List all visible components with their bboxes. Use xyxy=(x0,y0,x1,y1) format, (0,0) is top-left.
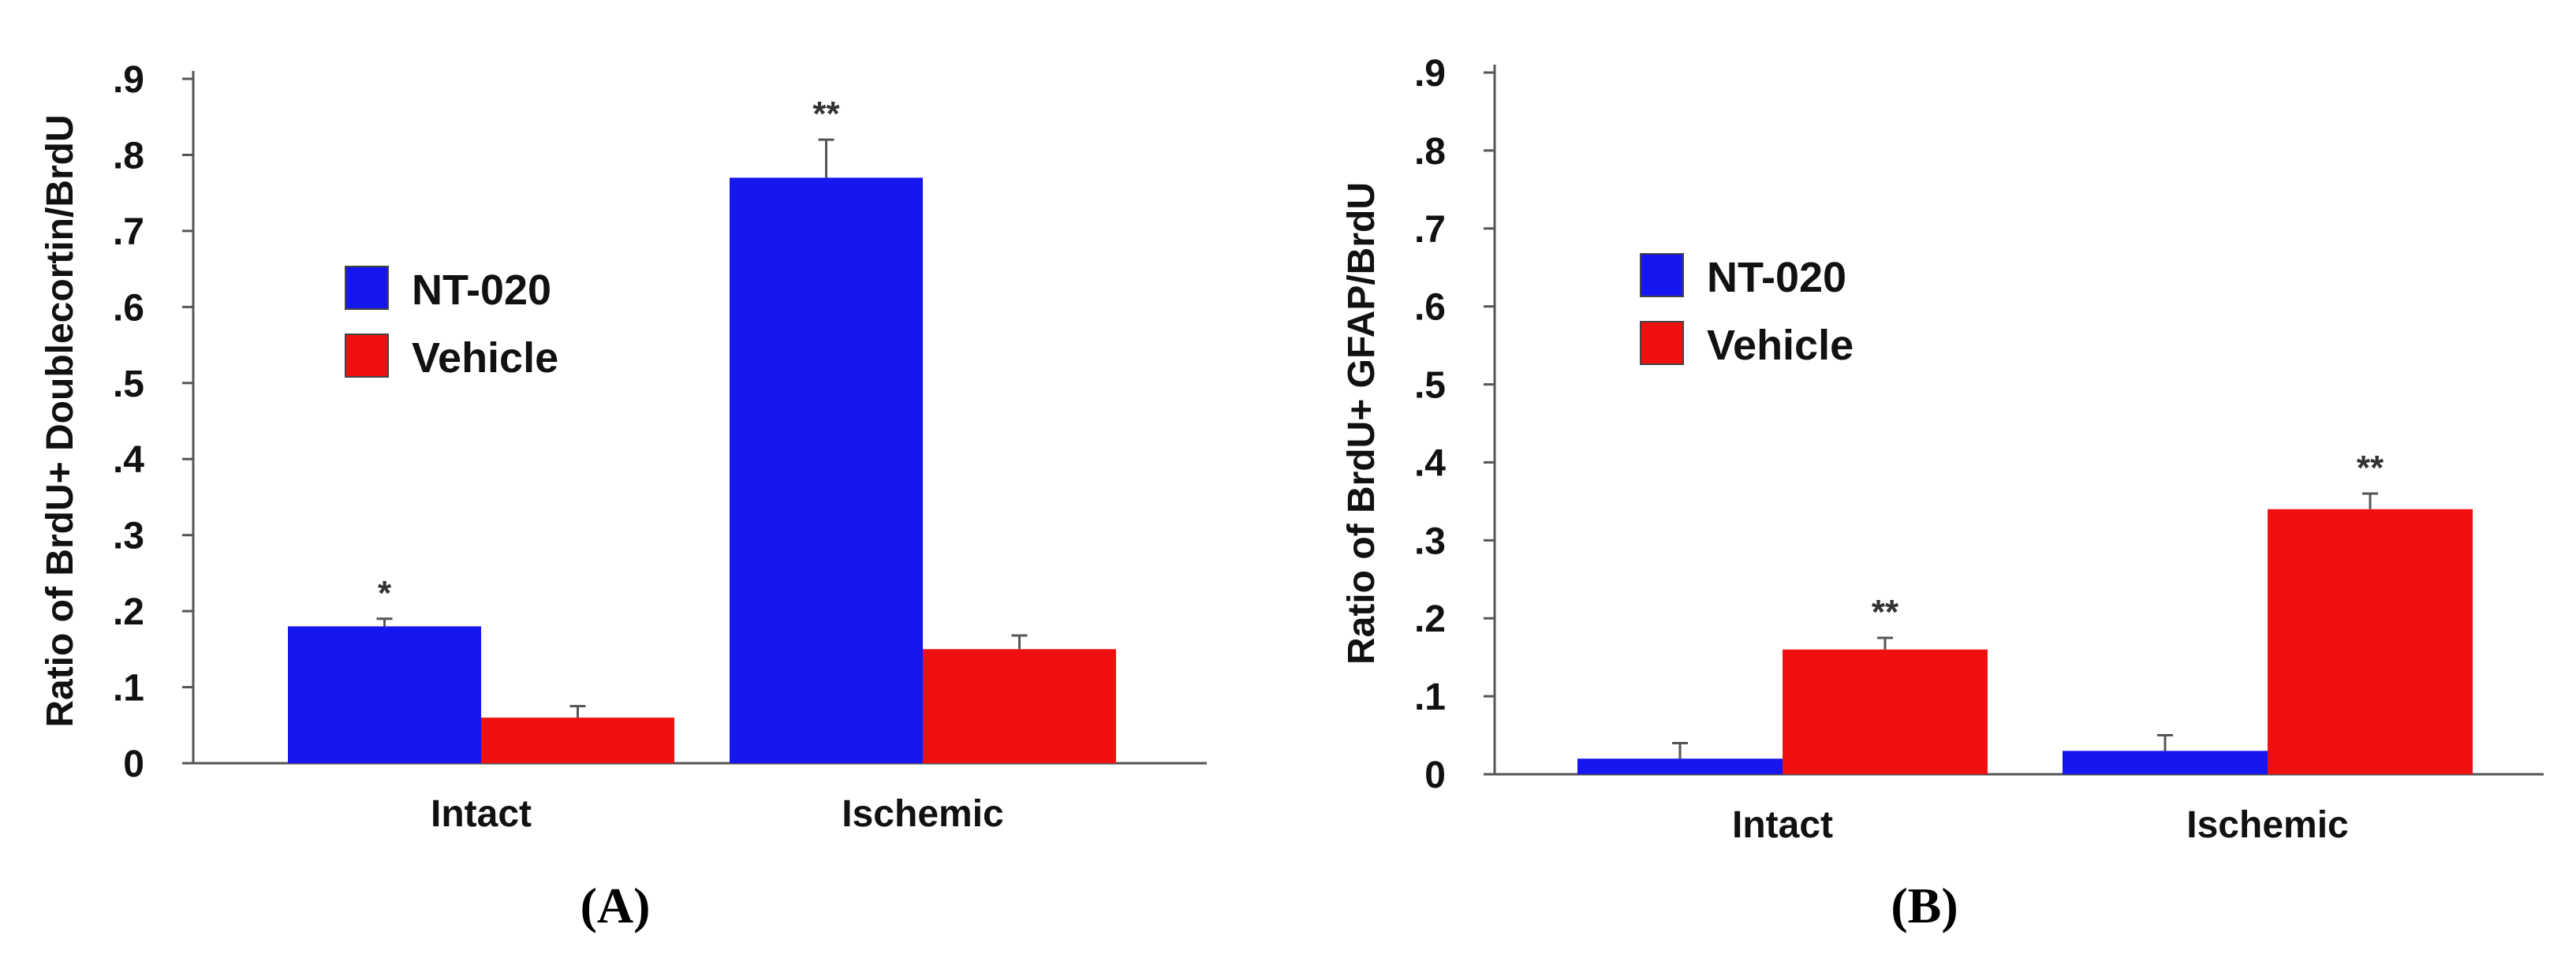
x-tick-label: Intact xyxy=(431,793,532,835)
panel-label: (A) xyxy=(581,878,651,934)
y-tick-label: .7 xyxy=(1414,209,1446,251)
bar-nt-020-intact xyxy=(288,626,481,763)
bar-nt-020-intact xyxy=(1577,758,1783,774)
chart-panel-a: 0 .1 .2 .3 .4 .5 .6 .7 .8 .9 Ratio of BrdU+ Double… xyxy=(39,59,1207,934)
legend-label: Vehicle xyxy=(412,334,558,382)
y-tick-label: .2 xyxy=(113,591,144,633)
y-axis-label: Ratio of BrdU+ GFAP/BrdU xyxy=(1341,182,1383,665)
y-tick-label: .4 xyxy=(1414,442,1446,484)
x-tick-label: Ischemic xyxy=(2186,804,2348,846)
y-tick-label: .6 xyxy=(113,287,144,329)
y-tick-label: 0 xyxy=(123,744,144,785)
y-tick-label: .8 xyxy=(1414,131,1446,173)
y-tick-label: .4 xyxy=(113,439,144,481)
y-tick-label: .1 xyxy=(1414,676,1446,718)
significance-marker: ** xyxy=(1872,593,1899,632)
legend-swatch-vehicle xyxy=(1640,321,1684,365)
bar-vehicle-ischemic xyxy=(923,649,1116,763)
y-tick-label: .6 xyxy=(1414,287,1446,329)
bar-nt-020-ischemic xyxy=(730,177,923,763)
panel-label: (B) xyxy=(1891,878,1958,934)
legend-label: Vehicle xyxy=(1707,322,1854,369)
legend-swatch-nt-020 xyxy=(1640,253,1684,297)
x-tick-label: Intact xyxy=(1732,804,1833,846)
legend-label: NT-020 xyxy=(412,266,551,314)
y-tick-label: .1 xyxy=(113,668,144,710)
legend-swatch-vehicle xyxy=(345,334,389,378)
significance-marker: ** xyxy=(2357,449,2384,487)
y-tick-label: .7 xyxy=(113,211,144,253)
bar-vehicle-intact xyxy=(481,717,674,763)
chart-panel-b: 0 .1 .2 .3 .4 .5 .6 .7 .8 .9 Ratio of BrdU+ GFAP/B… xyxy=(1341,53,2544,934)
significance-marker: * xyxy=(378,574,392,613)
y-tick-label: .5 xyxy=(1414,365,1446,407)
bar-vehicle-intact xyxy=(1783,649,1988,774)
y-tick-label: .3 xyxy=(1414,520,1446,562)
y-tick-label: .3 xyxy=(113,516,144,557)
y-axis-label: Ratio of BrdU+ Doublecortin/BrdU xyxy=(39,114,81,727)
significance-marker: ** xyxy=(812,95,840,133)
y-tick-label: .9 xyxy=(113,59,144,101)
legend-label: NT-020 xyxy=(1707,254,1846,301)
y-tick-label: .2 xyxy=(1414,598,1446,640)
bar-vehicle-ischemic xyxy=(2268,509,2473,774)
bar-nt-020-ischemic xyxy=(2063,751,2268,774)
x-tick-label: Ischemic xyxy=(842,793,1003,835)
y-tick-label: .5 xyxy=(113,363,144,405)
y-tick-label: .9 xyxy=(1414,53,1446,95)
y-tick-label: .8 xyxy=(113,135,144,177)
y-tick-label: 0 xyxy=(1424,755,1446,796)
legend-swatch-nt-020 xyxy=(345,266,389,310)
